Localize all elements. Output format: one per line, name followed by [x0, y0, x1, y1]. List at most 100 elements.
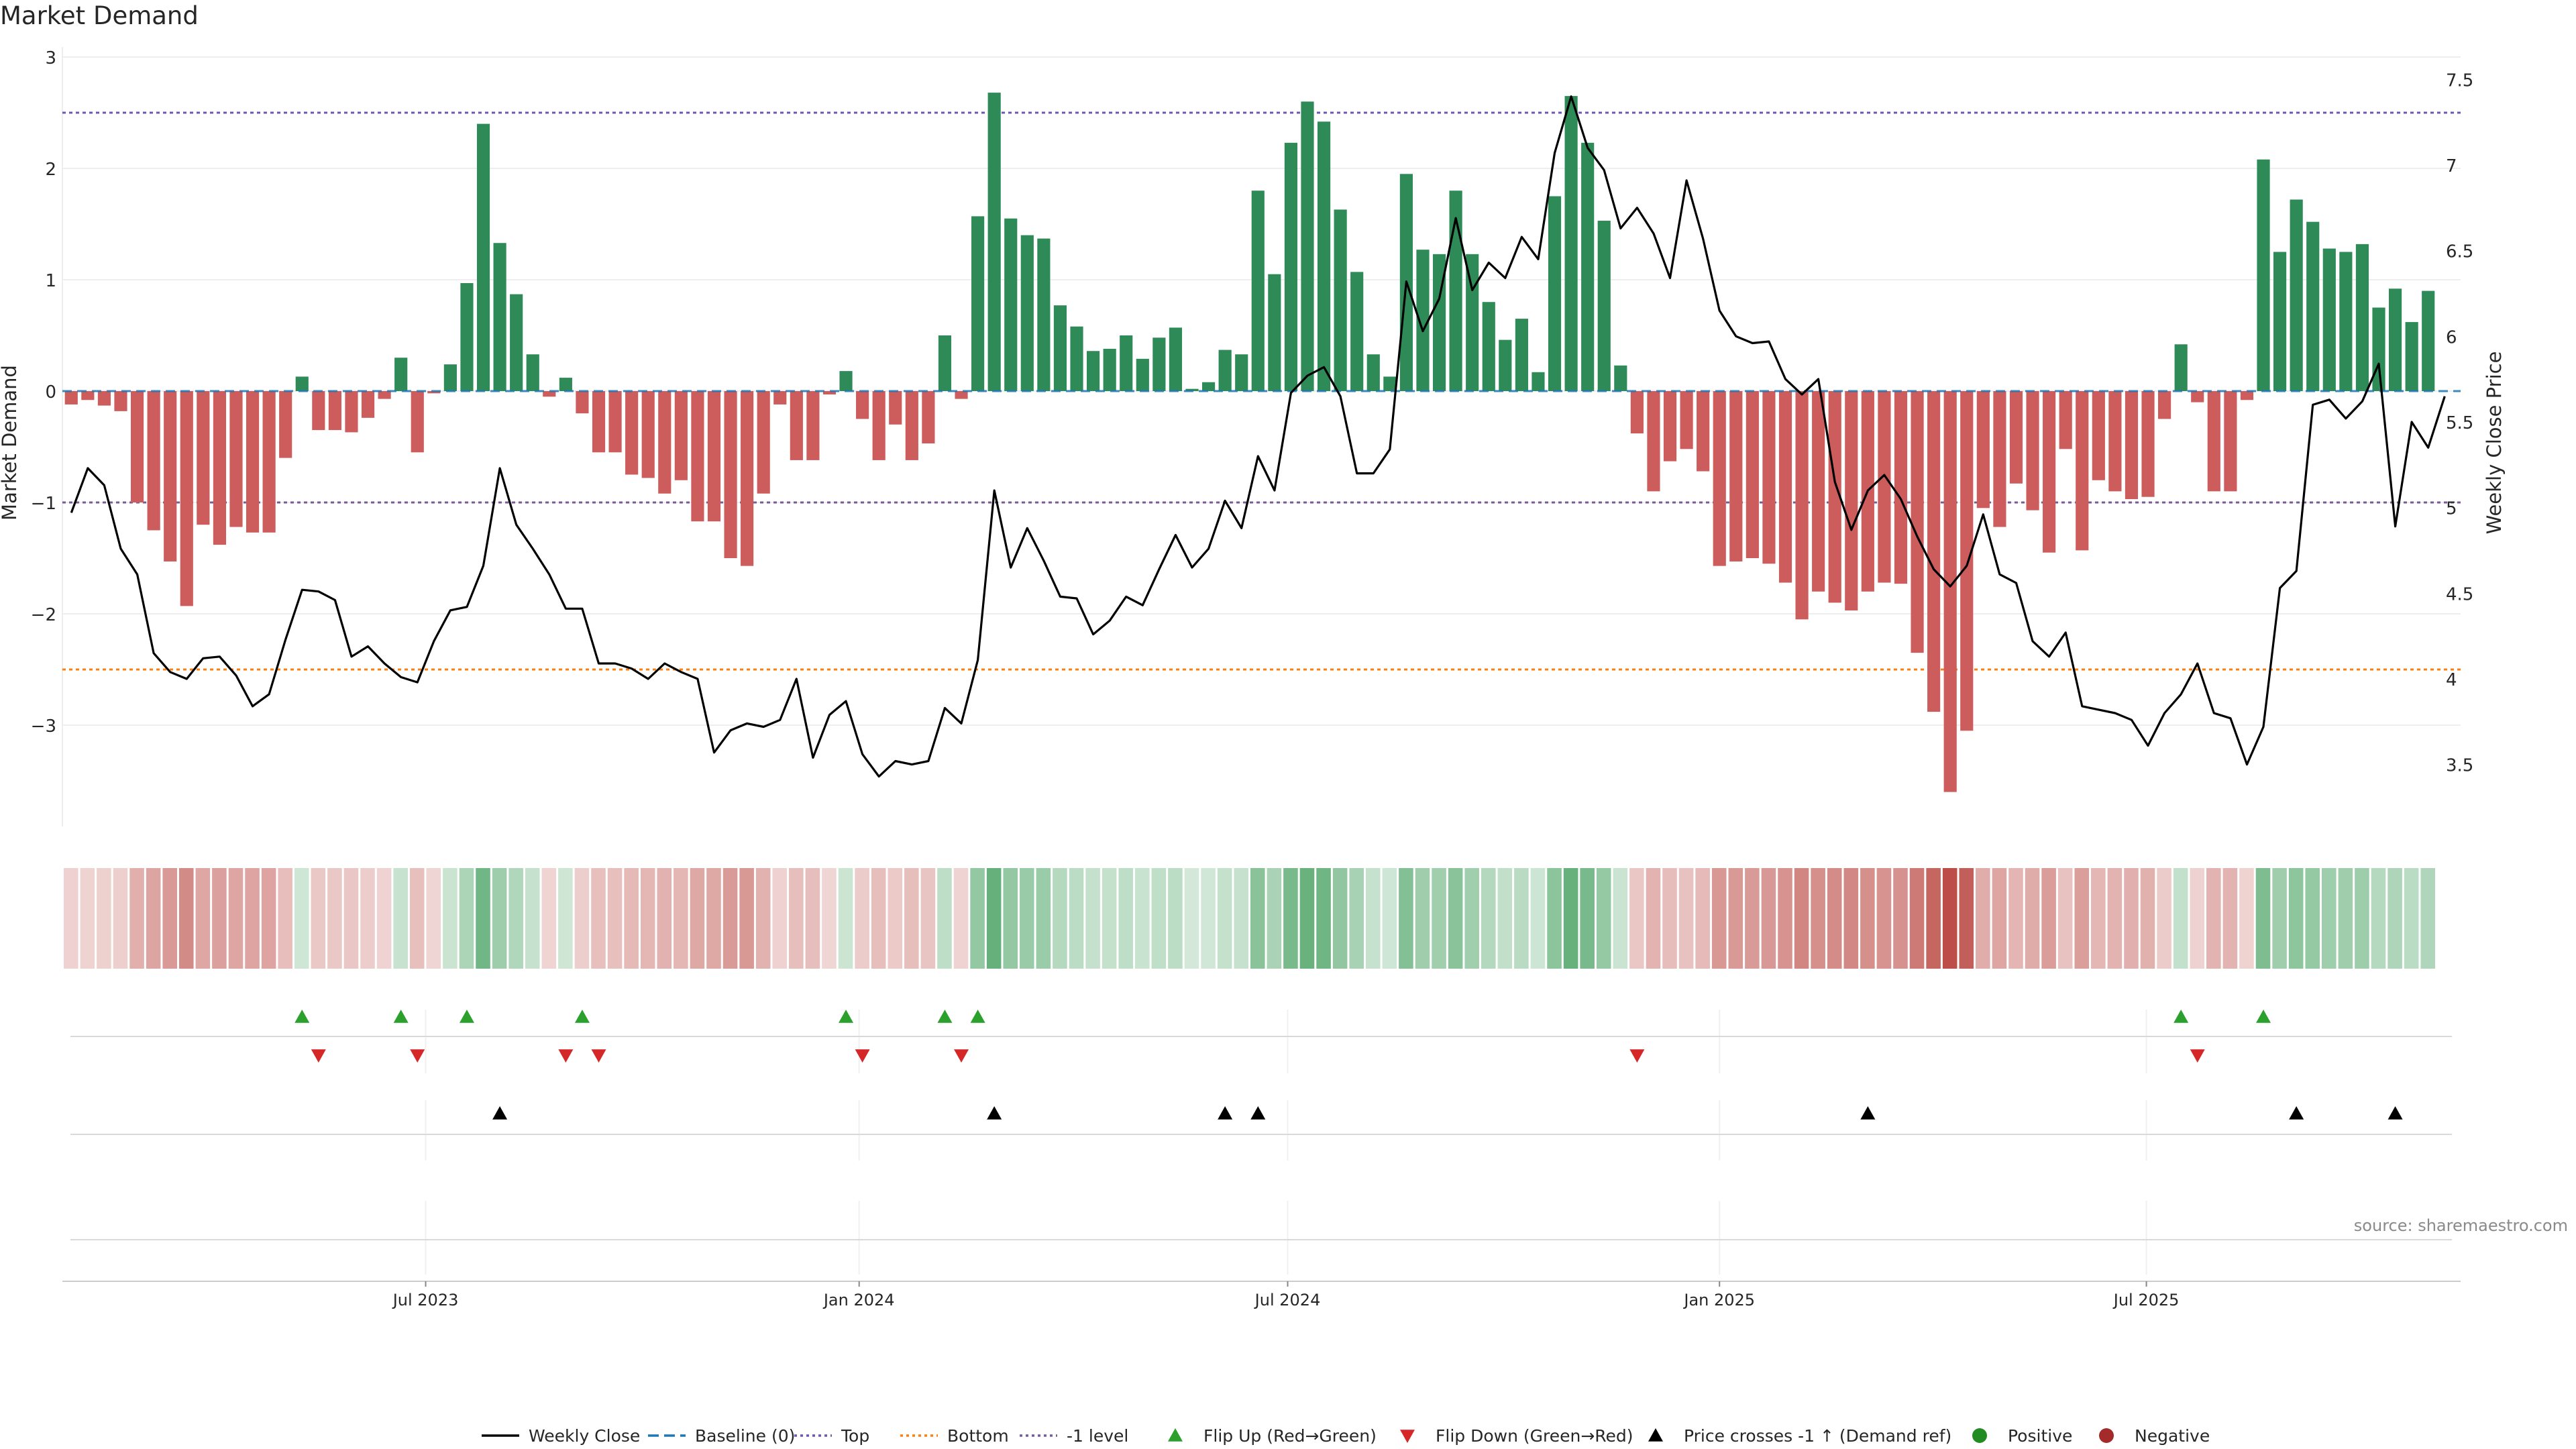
heat-cell-positive: [2404, 868, 2419, 969]
heat-cell-negative: [2025, 868, 2040, 969]
heat-cell-positive: [1020, 868, 1034, 969]
flip-up-marker: [839, 1010, 854, 1023]
bar-positive: [1301, 101, 1314, 391]
bar-negative: [757, 391, 770, 494]
flip-up-marker: [937, 1010, 953, 1023]
heat-cell-negative: [2157, 868, 2171, 969]
bar-positive: [1334, 209, 1347, 391]
bar-negative: [707, 391, 721, 522]
bar-negative: [97, 391, 111, 406]
bar-negative: [1845, 391, 1858, 611]
bar-negative: [856, 391, 869, 419]
bar-positive: [1037, 238, 1051, 391]
bar-negative: [1878, 391, 1891, 583]
heat-cell-positive: [2272, 868, 2287, 969]
heat-cell-negative: [64, 868, 78, 969]
heat-cell-positive: [2387, 868, 2402, 969]
heat-cell-positive: [459, 868, 474, 969]
heat-cell-negative: [822, 868, 837, 969]
bar-positive: [1103, 348, 1116, 391]
bar-positive: [1466, 254, 1479, 391]
bar-positive: [1201, 382, 1216, 391]
heat-cell-negative: [113, 868, 128, 969]
bar-negative: [229, 391, 243, 527]
heat-cell-positive: [1036, 868, 1051, 969]
bar-positive: [295, 376, 309, 391]
bar-negative: [889, 391, 902, 425]
bar-negative: [427, 391, 441, 394]
bar-positive: [2322, 248, 2336, 391]
bar-negative: [773, 391, 787, 405]
legend-label: Baseline (0): [695, 1426, 795, 1446]
bar-negative: [1778, 391, 1792, 583]
legend-label: Weekly Close: [529, 1426, 640, 1446]
flip-down-marker: [410, 1049, 425, 1063]
bar-positive: [1581, 142, 1595, 391]
bar-positive: [1597, 221, 1611, 391]
bar-negative: [2043, 391, 2056, 553]
bar-positive: [2339, 252, 2353, 391]
heat-cell-negative: [1893, 868, 1908, 969]
heat-cell-negative: [1728, 868, 1743, 969]
heat-cell-positive: [492, 868, 507, 969]
bar-negative: [378, 391, 391, 399]
bar-negative: [658, 391, 672, 494]
x-tick-label: Jul 2024: [1254, 1291, 1321, 1309]
bar-negative: [328, 391, 341, 431]
flip-up-marker: [2174, 1010, 2189, 1023]
heat-cell-negative: [607, 868, 623, 969]
heat-cell-negative: [755, 868, 771, 969]
bar-negative: [922, 391, 935, 444]
flip-down-marker: [1629, 1049, 1645, 1063]
price-cross-marker: [492, 1106, 508, 1120]
price-cross-marker: [1250, 1106, 1266, 1120]
flip-panel: [70, 1010, 2452, 1073]
bar-positive: [2405, 322, 2418, 391]
bar-positive: [493, 243, 506, 391]
bar-positive: [1515, 319, 1528, 391]
bar-negative: [576, 391, 589, 414]
bar-negative: [543, 391, 556, 397]
heat-cell-positive: [2255, 868, 2271, 969]
right-axis: Weekly Close Price 7.5 7 6.5 6 5.5 5 4.5 4 3.5: [2446, 70, 2506, 775]
heat-cell-positive: [1448, 868, 1463, 969]
heat-cell-negative: [674, 868, 688, 969]
x-tick-label: Jul 2025: [2112, 1291, 2180, 1309]
bar-positive: [2388, 288, 2402, 391]
heat-cell-negative: [722, 868, 738, 969]
bar-positive: [476, 123, 490, 391]
heat-cell-positive: [1415, 868, 1430, 969]
legend-item-minus1: -1 level: [1020, 1426, 1128, 1446]
heat-cell-negative: [2206, 868, 2221, 969]
bar-negative: [1729, 391, 1743, 561]
heat-cell-negative: [920, 868, 936, 969]
heat-cell-negative: [805, 868, 820, 969]
heat-cell-positive: [1497, 868, 1513, 969]
bar-negative: [790, 391, 803, 460]
heat-cell-negative: [541, 868, 557, 969]
y-tick-label: −1: [31, 494, 56, 514]
bar-negative: [147, 391, 160, 531]
flip-down-marker: [591, 1049, 606, 1063]
heat-cell-positive: [2288, 868, 2304, 969]
heat-cell-positive: [1481, 868, 1496, 969]
heat-cell-negative: [261, 868, 276, 969]
heat-cell-negative: [2124, 868, 2139, 969]
bar-positive: [1268, 274, 1281, 391]
bar-negative: [2207, 391, 2220, 492]
bar-negative: [2191, 391, 2204, 402]
bar-negative: [279, 391, 292, 458]
bar-negative: [1943, 391, 1957, 792]
bar-positive: [2306, 221, 2320, 391]
heat-cell-positive: [1547, 868, 1562, 969]
bar-positive: [2422, 290, 2435, 391]
empty-panel: [70, 1201, 2452, 1275]
heat-cell-positive: [1250, 868, 1265, 969]
bar-negative: [592, 391, 606, 453]
heat-cell-negative: [1794, 868, 1809, 969]
y-tick-label: 0: [45, 382, 56, 402]
heat-cell-positive: [1118, 868, 1134, 969]
bar-negative: [345, 391, 358, 433]
left-axis: Market Demand 3 2 1 0 −1 −2 −3: [0, 48, 56, 737]
bar-positive: [2174, 344, 2188, 391]
